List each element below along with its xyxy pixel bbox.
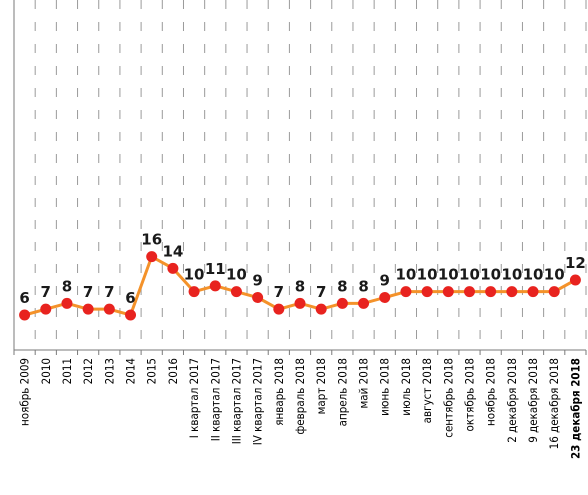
- x-tick-label: II квартал 2017: [208, 358, 222, 441]
- data-label: 6: [125, 289, 135, 307]
- data-point: [570, 275, 581, 286]
- data-point: [273, 304, 284, 315]
- data-label: 7: [104, 283, 114, 301]
- x-tick-label: 2011: [60, 358, 74, 384]
- data-label: 16: [141, 231, 162, 249]
- data-label: 10: [523, 266, 544, 284]
- x-tick-label: 2015: [145, 358, 159, 384]
- data-point: [167, 263, 178, 274]
- data-point: [61, 298, 72, 309]
- data-point: [146, 251, 157, 262]
- data-label: 14: [162, 242, 183, 260]
- data-point: [295, 298, 306, 309]
- data-label: 11: [205, 260, 226, 278]
- data-label: 8: [62, 277, 72, 295]
- x-tick-label: 2016: [166, 358, 180, 384]
- x-tick-label: 2014: [124, 358, 138, 384]
- x-tick-label: 2 декабря 2018: [505, 358, 519, 443]
- data-label: 7: [316, 283, 326, 301]
- data-label: 10: [544, 266, 565, 284]
- x-tick-label: октябрь 2018: [462, 358, 476, 431]
- data-point: [83, 304, 94, 315]
- data-point: [316, 304, 327, 315]
- x-tick-label: январь 2018: [272, 358, 286, 426]
- data-label: 10: [226, 266, 247, 284]
- data-point: [400, 286, 411, 297]
- data-point: [379, 292, 390, 303]
- data-label: 9: [380, 272, 390, 290]
- x-tick-label: 2010: [39, 358, 53, 384]
- x-tick-label: апрель 2018: [335, 358, 349, 426]
- x-tick-label: III квартал 2017: [229, 358, 243, 444]
- x-tick-label: I квартал 2017: [187, 358, 201, 438]
- data-label: 12: [565, 254, 586, 272]
- data-label: 10: [184, 266, 205, 284]
- x-tick-label: 2012: [81, 358, 95, 384]
- data-point: [252, 292, 263, 303]
- x-tick-label: июль 2018: [399, 358, 413, 416]
- data-point: [40, 304, 51, 315]
- x-tick-label: март 2018: [314, 358, 328, 414]
- data-point: [210, 280, 221, 291]
- x-tick-label: июнь 2018: [378, 358, 392, 416]
- data-point: [549, 286, 560, 297]
- x-tick-label: май 2018: [357, 358, 371, 408]
- data-label: 7: [274, 283, 284, 301]
- data-point: [443, 286, 454, 297]
- x-tick-label: 16 декабря 2018: [547, 358, 561, 449]
- x-tick-label: ноябрь 2009: [18, 358, 32, 426]
- x-tick-label: 2013: [102, 358, 116, 384]
- data-label: 7: [83, 283, 93, 301]
- x-tick-label: 23 декабря 2018: [568, 358, 582, 459]
- data-label: 10: [501, 266, 522, 284]
- gridlines: [35, 0, 586, 350]
- data-point: [506, 286, 517, 297]
- data-label: 10: [395, 266, 416, 284]
- data-label: 8: [358, 277, 368, 295]
- data-point: [358, 298, 369, 309]
- data-label: 6: [19, 289, 29, 307]
- data-point: [104, 304, 115, 315]
- data-label: 8: [337, 277, 347, 295]
- data-label: 10: [480, 266, 501, 284]
- data-point: [422, 286, 433, 297]
- x-axis-ticks: [14, 350, 586, 355]
- data-label: 10: [438, 266, 459, 284]
- data-label: 7: [41, 283, 51, 301]
- data-point: [125, 310, 136, 321]
- x-tick-label: ноябрь 2018: [484, 358, 498, 426]
- data-label: 9: [252, 272, 262, 290]
- data-point: [19, 310, 30, 321]
- x-tick-label: IV квартал 2017: [251, 358, 265, 445]
- data-label: 10: [459, 266, 480, 284]
- x-tick-label: февраль 2018: [293, 358, 307, 435]
- data-point: [485, 286, 496, 297]
- data-label: 10: [417, 266, 438, 284]
- x-tick-label: сентябрь 2018: [441, 358, 455, 438]
- data-point: [337, 298, 348, 309]
- data-label: 8: [295, 277, 305, 295]
- data-point: [528, 286, 539, 297]
- data-point: [464, 286, 475, 297]
- x-tick-labels: ноябрь 2009 2010 2011 2012 2013 2014 2015 2016 I…: [18, 358, 583, 459]
- data-point: [189, 286, 200, 297]
- data-point: [231, 286, 242, 297]
- x-tick-label: август 2018: [420, 358, 434, 423]
- x-tick-label: 9 декабря 2018: [526, 358, 540, 443]
